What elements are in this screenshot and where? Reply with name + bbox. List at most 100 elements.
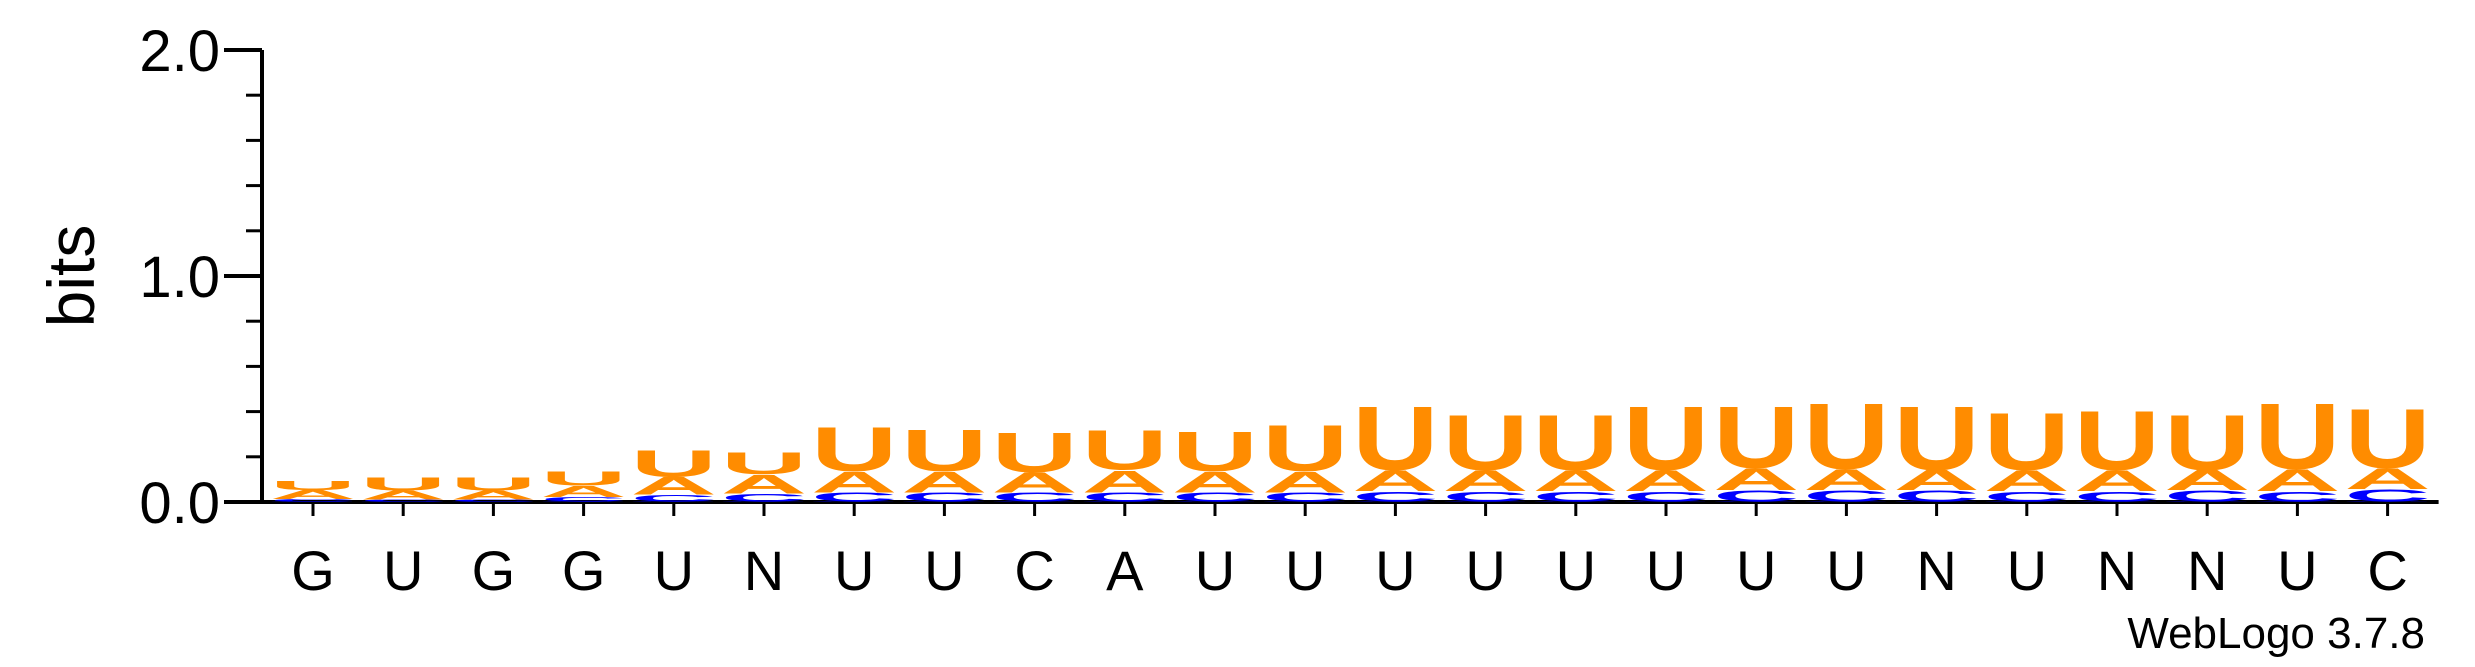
letter-glyph-u: U — [360, 474, 446, 495]
letter-glyph-a: A — [1713, 462, 1799, 497]
letter-glyph-g: G — [1349, 501, 1442, 502]
letter-glyph-c: C — [1442, 489, 1528, 505]
letter-glyph-u: U — [270, 479, 356, 493]
label-layer: 0.01.02.0G U G G U N U U C A U U U U U U U U N U N N U C — [139, 19, 2407, 602]
letter-glyph-a: A — [1533, 464, 1619, 497]
letter-glyph-c: C — [1893, 487, 1979, 505]
x-tick-label: U — [654, 539, 694, 602]
letter-glyph-g: G — [1078, 501, 1171, 502]
letter-glyph-c: C — [631, 493, 717, 504]
letter-glyph-g: G — [2341, 501, 2434, 502]
axis-layer — [224, 48, 2439, 516]
letter-glyph-u: U — [1713, 389, 1799, 487]
x-tick-label: U — [383, 539, 423, 602]
x-tick-label: U — [1556, 539, 1596, 602]
letter-glyph-g: G — [808, 501, 901, 502]
letter-glyph-g: G — [537, 501, 630, 502]
letter-glyph-g: G — [718, 501, 811, 502]
x-tick-label: U — [1736, 539, 1776, 602]
letter-glyph-a: A — [2344, 462, 2430, 495]
x-tick-label: U — [924, 539, 964, 602]
letter-glyph-c: C — [811, 490, 897, 504]
letter-glyph-g: G — [1620, 501, 1713, 502]
y-tick-label: 0.0 — [139, 471, 220, 536]
x-tick-label: C — [1014, 539, 1054, 602]
letter-glyph-g: G — [1890, 501, 1983, 502]
x-tick-label: U — [2007, 539, 2047, 602]
letter-glyph-c: C — [991, 490, 1077, 504]
letter-glyph-a: A — [2254, 463, 2340, 498]
x-tick-label: U — [1375, 539, 1415, 602]
letter-glyph-u: U — [2164, 400, 2250, 487]
letter-glyph-g: G — [267, 501, 360, 502]
letter-glyph-a: A — [1262, 466, 1348, 499]
letter-glyph-g: G — [627, 501, 720, 502]
letter-glyph-c: C — [721, 491, 807, 503]
letter-glyph-c: C — [1713, 487, 1799, 505]
letter-glyph-u: U — [1262, 412, 1348, 485]
x-tick-label: U — [2277, 539, 2317, 602]
letter-glyph-c: C — [2164, 487, 2250, 505]
letter-glyph-u: U — [1623, 387, 1709, 489]
letter-glyph-c: C — [1803, 487, 1889, 505]
letter-glyph-g: G — [2071, 501, 2164, 502]
letter-glyph-a: A — [811, 466, 897, 499]
letter-glyph-c: C — [2074, 489, 2160, 505]
letter-glyph-a: A — [360, 488, 446, 502]
letter-glyph-a: A — [901, 466, 987, 499]
x-tick-label: U — [1646, 539, 1686, 602]
letter-glyph-c: C — [1352, 489, 1438, 505]
letter-glyph-u: U — [1984, 395, 2070, 487]
letter-glyph-u: U — [631, 442, 717, 484]
letter-glyph-u: U — [2074, 393, 2160, 488]
letter-glyph-a: A — [1893, 465, 1979, 497]
letter-glyph-c: C — [450, 499, 536, 502]
letter-glyph-a: A — [1172, 466, 1258, 499]
letter-glyph-u: U — [991, 421, 1077, 484]
x-tick-label: C — [2367, 539, 2407, 602]
letter-glyph-a: A — [1352, 464, 1438, 497]
weblogo-credit: WebLogo 3.7.8 — [2127, 609, 2425, 658]
letter-glyph-c: C — [360, 499, 446, 502]
letter-glyph-g: G — [1529, 501, 1622, 502]
letter-glyph-g: G — [2161, 501, 2254, 502]
y-axis-label: bits — [34, 225, 108, 328]
x-tick-label: G — [562, 539, 606, 602]
x-tick-label: G — [472, 539, 516, 602]
x-tick-label: N — [744, 539, 784, 602]
letter-glyph-g: G — [1980, 501, 2073, 502]
letter-glyph-u: U — [1442, 400, 1528, 487]
letter-glyph-u: U — [1803, 384, 1889, 489]
x-tick-label: A — [1106, 539, 1144, 602]
letter-glyph-a: A — [991, 467, 1077, 499]
letter-glyph-g: G — [1800, 501, 1893, 502]
x-tick-label: N — [2187, 539, 2227, 602]
x-tick-label: U — [1465, 539, 1505, 602]
letter-glyph-c: C — [2344, 486, 2430, 505]
letter-glyph-u: U — [540, 467, 626, 490]
letter-glyph-c: C — [2254, 489, 2340, 505]
letter-glyph-u: U — [1533, 400, 1619, 487]
letter-glyph-a: A — [540, 483, 626, 501]
letter-glyph-g: G — [357, 501, 450, 502]
letter-glyph-a: A — [1623, 464, 1709, 497]
letter-glyph-c: C — [1082, 490, 1168, 504]
letter-glyph-u: U — [901, 418, 987, 484]
letter-glyph-c: C — [270, 498, 356, 501]
letter-glyph-g: G — [1169, 501, 1262, 502]
letter-glyph-a: A — [1984, 464, 2070, 497]
letter-glyph-u: U — [2344, 390, 2430, 485]
letter-glyph-c: C — [1533, 489, 1619, 505]
x-tick-label: N — [1916, 539, 1956, 602]
letter-glyph-c: C — [1623, 489, 1709, 505]
letter-glyph-g: G — [2251, 501, 2344, 502]
letter-glyph-g: G — [1710, 501, 1803, 502]
letter-glyph-a: A — [2074, 464, 2160, 497]
letter-glyph-g: G — [1259, 501, 1352, 502]
letter-glyph-a: A — [721, 470, 807, 500]
letter-glyph-a: A — [2164, 465, 2250, 497]
letter-glyph-c: C — [901, 490, 987, 504]
letter-glyph-c: C — [1172, 490, 1258, 504]
x-tick-label: U — [1826, 539, 1866, 602]
letter-glyph-g: G — [447, 501, 540, 502]
